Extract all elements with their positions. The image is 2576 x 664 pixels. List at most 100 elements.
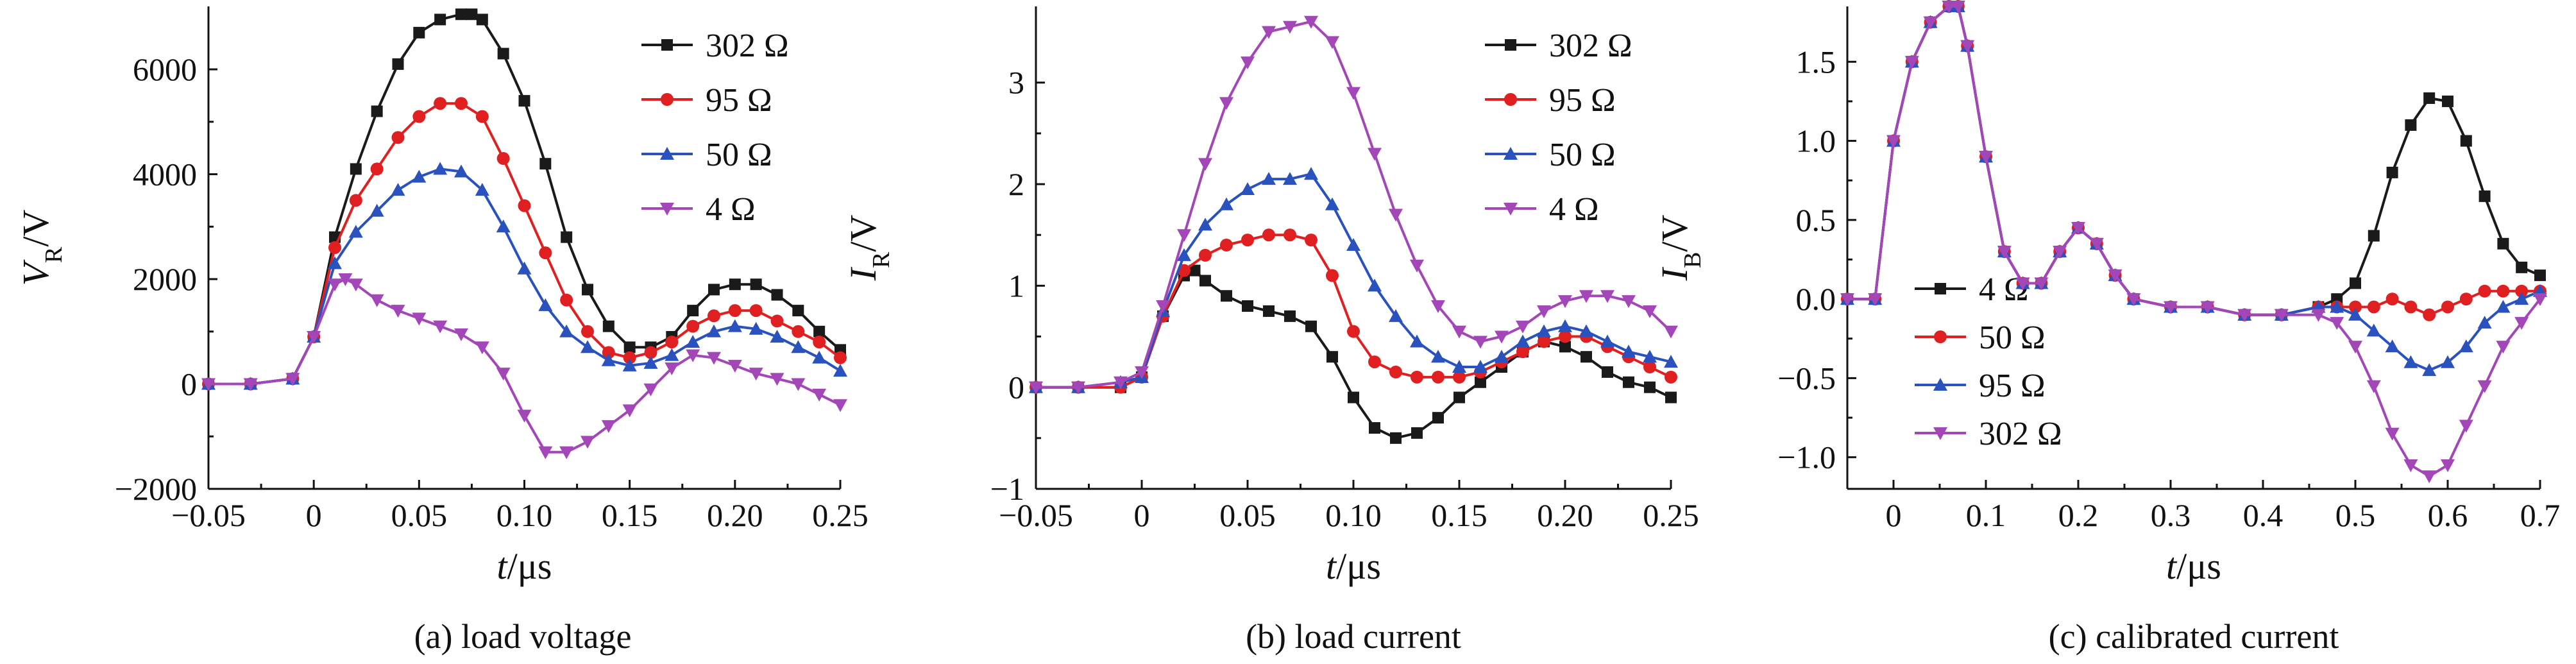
series-line xyxy=(1036,269,1672,439)
data-point xyxy=(539,246,552,260)
data-point xyxy=(2348,341,2362,354)
data-point xyxy=(328,256,342,269)
data-point xyxy=(1221,290,1232,302)
y-tick-label: 1.0 xyxy=(1796,123,1836,159)
data-point xyxy=(475,183,489,196)
data-point xyxy=(812,388,827,402)
legend-marker xyxy=(660,147,674,160)
series-3 xyxy=(1840,0,2547,377)
data-point xyxy=(350,163,362,175)
data-point xyxy=(1537,305,1551,318)
data-point xyxy=(581,325,594,338)
data-point xyxy=(391,305,405,318)
data-point xyxy=(2385,339,2400,353)
data-point xyxy=(708,284,720,296)
data-point xyxy=(1538,335,1550,348)
series-2 xyxy=(1030,228,1677,394)
data-point xyxy=(707,352,721,365)
data-point xyxy=(2533,293,2547,307)
data-point xyxy=(1283,172,1297,185)
legend-marker xyxy=(1933,378,1947,391)
data-point xyxy=(1411,427,1423,439)
x-tick-label: 0.5 xyxy=(2335,497,2376,533)
data-point xyxy=(1453,391,1465,404)
x-tick-label: 0.15 xyxy=(1431,497,1487,533)
legend-entry: 50 Ω xyxy=(1485,137,1616,173)
data-point xyxy=(1114,376,1128,389)
data-point xyxy=(1347,325,1360,338)
data-point xyxy=(2237,309,2252,322)
data-point xyxy=(1452,325,1466,339)
data-point xyxy=(454,328,468,341)
y-tick-label: −1.0 xyxy=(1777,439,1836,475)
data-point xyxy=(622,358,637,371)
x-axis-label: t/μs xyxy=(1326,545,1381,587)
y-tick-label: 2000 xyxy=(133,261,197,297)
x-tick-label: −0.05 xyxy=(171,497,246,533)
x-tick-label: 0.2 xyxy=(2058,497,2099,533)
data-point xyxy=(1198,217,1212,231)
x-tick-label: 0.20 xyxy=(707,497,763,533)
data-point xyxy=(412,312,427,326)
data-point xyxy=(665,362,679,375)
legend-entry: 302 Ω xyxy=(1915,416,2062,452)
y-tick-label: 1.5 xyxy=(1796,44,1836,80)
data-point xyxy=(538,298,553,311)
data-point xyxy=(2441,300,2454,314)
data-point xyxy=(833,399,847,413)
data-point xyxy=(1600,334,1614,348)
data-point xyxy=(2459,420,2473,433)
data-point xyxy=(1242,300,1253,312)
data-point xyxy=(518,95,530,107)
data-point xyxy=(2477,380,2492,393)
data-point xyxy=(1622,295,1636,309)
x-axis-label: t/μs xyxy=(497,545,552,587)
data-point xyxy=(686,349,700,362)
data-point xyxy=(2200,301,2215,314)
data-point xyxy=(1643,350,1657,363)
data-point xyxy=(1241,56,1255,70)
data-point xyxy=(370,162,384,176)
data-point xyxy=(434,97,447,110)
data-point xyxy=(1198,158,1212,171)
data-point xyxy=(1284,228,1296,242)
data-point xyxy=(1262,26,1276,39)
series-line xyxy=(1847,5,2541,372)
data-point xyxy=(1951,1,1965,13)
data-point xyxy=(1516,320,1530,334)
x-tick-label: 0.10 xyxy=(496,497,553,533)
series-2 xyxy=(1841,0,2546,321)
legend-label: 50 Ω xyxy=(1979,319,2046,356)
y-tick-label: 0 xyxy=(181,366,197,402)
data-point xyxy=(1665,370,1677,384)
data-point xyxy=(707,324,721,337)
data-point xyxy=(1368,278,1382,292)
data-point xyxy=(559,324,574,337)
data-point xyxy=(2367,300,2380,314)
data-point xyxy=(643,383,658,396)
data-point xyxy=(2274,309,2289,322)
data-point xyxy=(2478,284,2491,298)
data-point xyxy=(665,336,679,349)
data-point xyxy=(749,304,763,318)
data-point xyxy=(1622,345,1636,358)
data-point xyxy=(1840,293,1854,307)
data-point xyxy=(497,47,509,60)
data-point xyxy=(2404,300,2418,314)
data-point xyxy=(1979,151,1993,164)
series-1 xyxy=(1030,264,1677,444)
data-point xyxy=(1389,209,1403,222)
data-point xyxy=(1473,336,1487,349)
data-point xyxy=(2089,237,2104,251)
y-tick-label: −0.5 xyxy=(1777,360,1836,396)
legend-label: 4 Ω xyxy=(1549,191,1599,228)
legend-entry: 50 Ω xyxy=(641,137,772,173)
data-point xyxy=(496,152,510,166)
data-point xyxy=(2422,363,2437,377)
data-point xyxy=(582,284,593,296)
data-point xyxy=(1346,87,1360,100)
y-tick-label: 0 xyxy=(1008,370,1024,405)
data-point xyxy=(1495,350,1509,363)
data-point xyxy=(2403,459,2418,473)
data-point xyxy=(496,368,511,381)
